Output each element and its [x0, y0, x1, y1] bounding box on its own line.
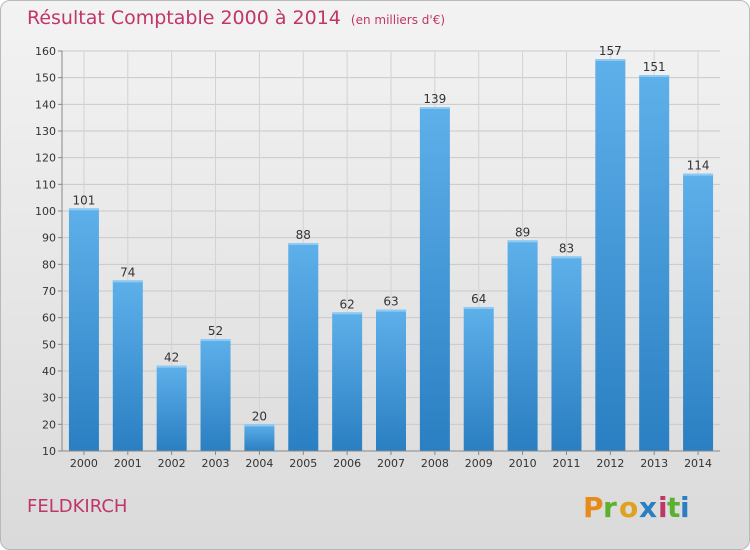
- x-tick-label: 2001: [114, 457, 142, 470]
- x-tick-label: 2009: [465, 457, 493, 470]
- bar-highlight: [68, 208, 99, 211]
- data-label: 20: [252, 409, 267, 423]
- bar-2011: [551, 256, 582, 451]
- x-tick-label: 2007: [377, 457, 405, 470]
- svg-text:t: t: [667, 491, 680, 524]
- bar-2010: [507, 240, 538, 451]
- y-tick-label: 90: [42, 232, 56, 245]
- data-label: 157: [599, 44, 622, 58]
- x-tick-label: 2004: [245, 457, 273, 470]
- y-tick-label: 100: [35, 205, 56, 218]
- y-tick-label: 50: [42, 338, 56, 351]
- x-tick-label: 2006: [333, 457, 361, 470]
- data-label: 139: [423, 92, 446, 106]
- svg-text:r: r: [603, 491, 617, 524]
- bar-highlight: [200, 339, 231, 341]
- y-tick-label: 130: [35, 125, 56, 138]
- svg-text:i: i: [680, 491, 690, 524]
- bar-highlight: [595, 59, 626, 61]
- bar-highlight: [332, 312, 363, 315]
- bar-2003: [200, 339, 231, 451]
- data-label: 101: [72, 193, 95, 207]
- bar-highlight: [683, 173, 714, 176]
- svg-text:i: i: [658, 491, 668, 524]
- x-tick-label: 2013: [640, 457, 668, 470]
- data-label: 63: [383, 295, 398, 309]
- data-label: 42: [164, 351, 179, 365]
- bar-2001: [112, 280, 143, 451]
- y-tick-label: 40: [42, 365, 56, 378]
- bar-2005: [288, 243, 319, 451]
- data-label: 151: [643, 60, 666, 74]
- x-tick-label: 2008: [421, 457, 449, 470]
- data-labels: 101 74 42 52 20 88 62 63 139 64 89 83 157 151 114: [72, 44, 709, 423]
- data-label: 64: [471, 292, 486, 306]
- bar-2014: [683, 173, 714, 451]
- y-tick-label: 150: [35, 72, 56, 85]
- svg-text:P: P: [583, 491, 604, 524]
- data-label: 83: [559, 241, 574, 255]
- bar-highlight: [639, 75, 670, 77]
- data-label: 89: [515, 225, 530, 239]
- x-tick-label: 2002: [158, 457, 186, 470]
- y-tick-label: 160: [35, 45, 56, 58]
- x-tick-label: 2012: [596, 457, 624, 470]
- y-tick-label: 10: [42, 445, 56, 458]
- bar-2000: [68, 208, 99, 451]
- bar-highlight: [156, 365, 187, 368]
- y-tick-label: 140: [35, 98, 56, 111]
- y-tick-label: 30: [42, 392, 56, 405]
- x-axis: 2000 2001 2002 2003 2004 2005 2006 2007 2008 2009…: [62, 450, 720, 470]
- y-axis: 10 20 30 40 50 60 70 80 90 100 110 120 130 140 150 160: [35, 45, 63, 458]
- svg-text:x: x: [639, 491, 657, 524]
- bar-2007: [376, 309, 406, 451]
- y-tick-label: 80: [42, 258, 56, 271]
- bar-2006: [332, 312, 363, 451]
- y-tick-label: 60: [42, 312, 56, 325]
- x-tick-label: 2003: [202, 457, 230, 470]
- bar-2013: [639, 75, 670, 451]
- bar-2004: [244, 424, 275, 451]
- bar-highlight: [376, 309, 406, 312]
- y-tick-label: 70: [42, 285, 56, 298]
- data-label: 52: [208, 324, 223, 338]
- y-tick-label: 120: [35, 152, 56, 165]
- x-tick-label: 2010: [509, 457, 537, 470]
- proxiti-logo: P r o x i t i: [583, 491, 690, 524]
- bar-highlight: [288, 243, 319, 245]
- bar-highlight: [244, 424, 275, 427]
- x-tick-label: 2014: [684, 457, 712, 470]
- bar-highlight: [112, 280, 143, 283]
- y-tick-label: 20: [42, 418, 56, 431]
- bar-highlight: [551, 256, 582, 259]
- bar-highlight: [463, 307, 494, 309]
- data-label: 74: [120, 265, 135, 279]
- chart-title-text: Résultat Comptable 2000 à 2014: [27, 7, 341, 29]
- bar-2009: [463, 307, 494, 451]
- data-label: 114: [687, 159, 710, 173]
- bars: [68, 59, 714, 451]
- commune-name: FELDKIRCH: [27, 496, 128, 517]
- bar-2008: [419, 107, 450, 451]
- bar-2002: [156, 365, 187, 451]
- bar-highlight: [507, 240, 538, 243]
- svg-text:o: o: [619, 491, 638, 524]
- data-label: 62: [339, 297, 354, 311]
- data-label: 88: [296, 228, 311, 242]
- bar-highlight: [419, 107, 450, 109]
- bar-2012: [595, 59, 626, 451]
- y-tick-label: 110: [35, 178, 56, 191]
- chart-title: Résultat Comptable 2000 à 2014 (en millie…: [27, 7, 445, 29]
- x-tick-label: 2005: [289, 457, 317, 470]
- x-tick-label: 2011: [552, 457, 580, 470]
- x-tick-label: 2000: [70, 457, 98, 470]
- chart-subtitle: (en milliers d'€): [350, 13, 446, 27]
